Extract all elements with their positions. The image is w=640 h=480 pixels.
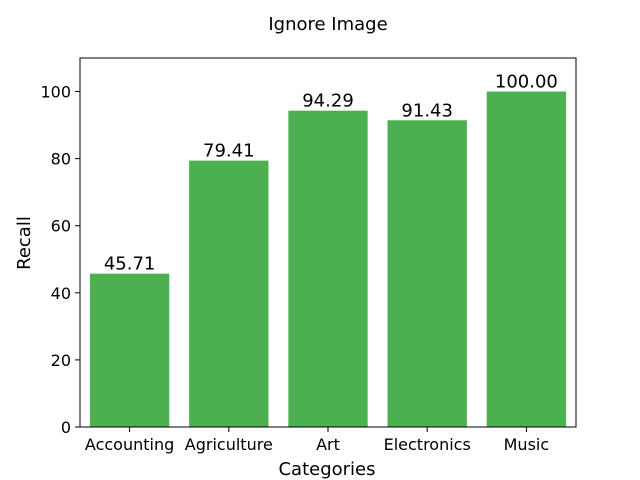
y-tick-label: 60 xyxy=(51,217,71,236)
plot-frame xyxy=(79,57,577,428)
x-tick-label: Art xyxy=(316,435,340,454)
x-axis-label: Categories xyxy=(278,459,375,480)
data-label: 94.29 xyxy=(302,91,354,112)
x-tick-label: Music xyxy=(504,435,550,454)
x-tick-label: Accounting xyxy=(85,435,174,454)
y-axis-label: Recall xyxy=(14,216,35,270)
y-tick-label: 40 xyxy=(51,284,71,303)
bar-accounting xyxy=(89,273,170,427)
data-label: 91.43 xyxy=(401,100,453,121)
data-label: 100.00 xyxy=(495,72,558,93)
data-label: 45.71 xyxy=(104,254,156,275)
plot-area: 45.71 Accounting 79.41 Agriculture 94.29 Art 9… xyxy=(40,57,577,454)
data-label: 79.41 xyxy=(203,141,255,162)
bar-electronics xyxy=(387,120,467,427)
x-tick-label: Agriculture xyxy=(185,435,273,454)
y-tick-label: 100 xyxy=(40,83,71,102)
x-tick-label: Electronics xyxy=(384,435,471,454)
chart-title: Ignore Image xyxy=(268,14,387,35)
y-tick-label: 80 xyxy=(51,150,71,169)
bar-art xyxy=(288,110,368,428)
bar-music xyxy=(486,91,567,427)
y-tick-label: 20 xyxy=(51,351,71,370)
y-tick-label: 0 xyxy=(61,418,71,437)
bar-agriculture xyxy=(189,160,269,427)
